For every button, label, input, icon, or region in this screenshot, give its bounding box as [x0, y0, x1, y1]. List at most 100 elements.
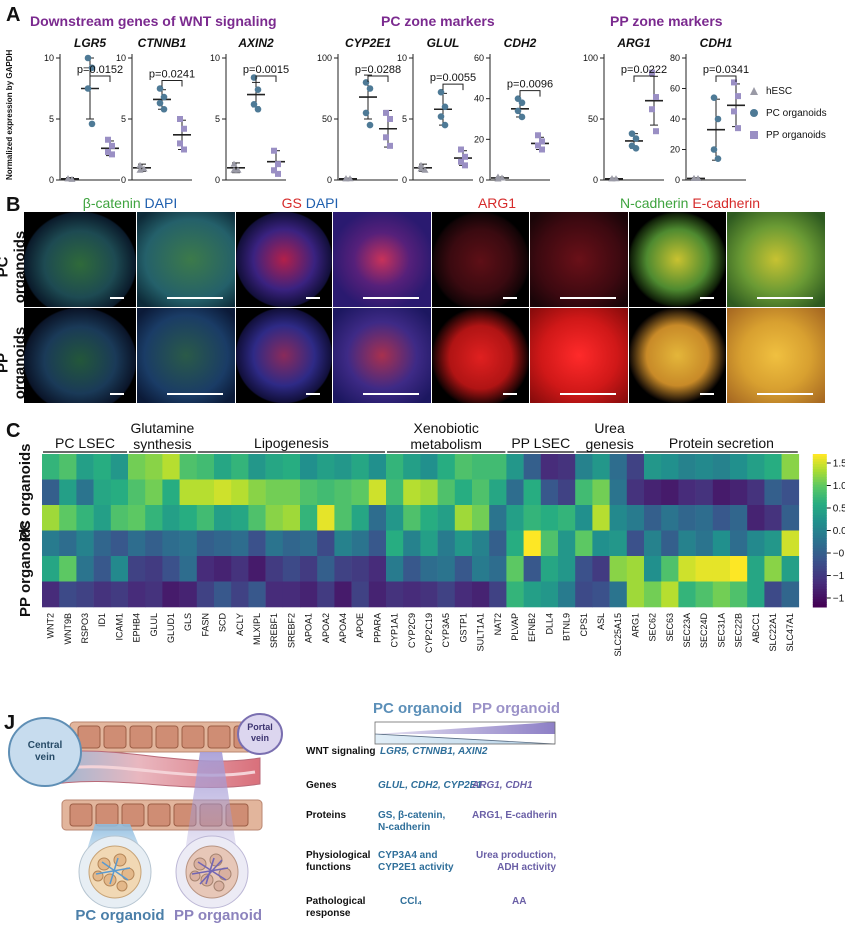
heatmap-cell: [661, 556, 679, 582]
colorbar-segment: [812, 604, 827, 608]
heatmap-cell: [334, 505, 352, 531]
heatmap-cell: [558, 530, 576, 557]
colorbar-segment: [812, 568, 827, 572]
data-point: [441, 121, 449, 129]
data-point: [181, 146, 187, 153]
colorbar-segment: [812, 591, 827, 595]
y-tick-label: 0: [402, 175, 407, 185]
heatmap-cell: [300, 530, 318, 557]
heatmap-cell: [282, 556, 301, 582]
heatmap-cell: [128, 479, 146, 506]
colorbar-tick-label: 0.0: [833, 526, 845, 537]
column-label: FASN: [200, 613, 210, 637]
heatmap-cell: [626, 581, 645, 608]
heatmap-cell: [489, 505, 507, 531]
summary-pc-value: CCl₄: [400, 896, 422, 907]
colorbar-segment: [812, 535, 827, 539]
column-label: SLC25A15: [613, 613, 623, 657]
summary-pp-value: Urea production, ADH activity: [475, 850, 556, 873]
colorbar-segment: [812, 464, 827, 468]
heatmap-cell: [575, 479, 593, 506]
heatmap-cell: [781, 505, 800, 531]
y-tick-label: 10: [397, 53, 407, 63]
chart-title: ARG1: [616, 36, 651, 50]
y-tick-label: 10: [44, 53, 54, 63]
colorbar-segment: [812, 556, 827, 560]
b-stain-label: E-cadherin: [688, 195, 761, 211]
column-label: SEC31A: [716, 613, 726, 648]
column-label: SEC63: [665, 613, 675, 642]
legend-label: PC organoids: [766, 107, 827, 119]
header-pp-organoid: PP organoid: [472, 700, 561, 717]
colorbar-segment: [812, 494, 827, 498]
data-point: [387, 142, 393, 149]
portal-vein: [237, 713, 283, 755]
p-value-label: p=0.0341: [703, 64, 749, 76]
heatmap-cell: [282, 581, 301, 608]
heatmap-cell: [386, 454, 404, 480]
heatmap-cell: [420, 530, 438, 557]
heatmap-cell: [110, 530, 129, 557]
heatmap-cell: [695, 530, 714, 557]
column-group-label: Lipogenesis: [254, 435, 329, 451]
row-group-label: PC organoids: [17, 443, 34, 541]
micrograph-tile: [432, 212, 529, 307]
data-point: [230, 160, 238, 167]
heatmap-cell: [420, 581, 438, 608]
colorbar-segment: [812, 499, 827, 503]
heatmap-cell: [300, 454, 318, 480]
heatmap-cell: [196, 479, 215, 506]
column-label: ARG1: [630, 613, 640, 638]
heatmap-cell: [145, 556, 163, 582]
heatmap-cell: [712, 505, 731, 531]
heatmap-cell: [334, 581, 352, 608]
heatmap-cell: [145, 530, 163, 557]
column-label: APOA4: [338, 613, 348, 643]
micrograph-tile: [24, 308, 136, 403]
heatmap-cell: [437, 505, 456, 531]
column-label: SREBF1: [269, 613, 279, 648]
heatmap-cell: [695, 581, 714, 608]
colorbar-segment: [812, 484, 827, 488]
liver-lobule-diagram: Central vein Portal vein PC organoid PP or…: [8, 713, 283, 924]
heatmap-cell: [179, 556, 198, 582]
y-tick-label: 40: [670, 114, 680, 124]
heatmap-cell: [42, 581, 60, 608]
y-tick-label: 5: [402, 114, 407, 124]
heatmap-cell: [368, 479, 387, 506]
heatmap-cell: [644, 581, 662, 608]
panel-c: PC LSEC Glutamine synthesis Lipogenesis Xeno…: [0, 412, 845, 712]
heatmap-cell: [695, 479, 714, 506]
colorbar-segment: [812, 594, 827, 598]
heatmap-cell: [747, 505, 765, 531]
heatmap-cell: [592, 530, 610, 557]
column-label: EPHB4: [132, 613, 142, 643]
heatmap-cell: [282, 479, 301, 506]
heatmap-cell: [540, 556, 559, 582]
data-point: [417, 165, 425, 172]
summary-pc-value: CYP3A4 and CYP2E1 activity: [378, 850, 454, 873]
heatmap-cell: [42, 505, 60, 531]
b-column-header-2: ARG1: [407, 195, 587, 211]
header-pc-zone: PC zone markers: [381, 13, 495, 29]
chart-title: CDH2: [504, 36, 537, 50]
heatmap-cell: [145, 581, 163, 608]
b-stain-label: β-catenin: [82, 195, 141, 211]
central-vein-label: Central vein: [28, 740, 63, 763]
data-point: [181, 125, 187, 132]
colorbar-segment: [812, 471, 827, 475]
heatmap-cell: [523, 505, 542, 531]
scatter-chart-arg1: ARG1 0 50 100 p=0.0222: [583, 36, 667, 185]
colorbar-segment: [812, 578, 827, 582]
colorbar-segment: [812, 543, 827, 547]
heatmap-cell: [540, 581, 559, 608]
data-point: [437, 113, 445, 120]
data-point: [441, 103, 449, 111]
heatmap-cell: [42, 556, 60, 582]
data-point: [690, 174, 698, 181]
heatmap-cell: [214, 479, 232, 506]
column-label: MLXIPL: [252, 613, 262, 645]
heatmap-cell: [592, 454, 610, 480]
legend-marker-triangle: [750, 87, 758, 95]
summary-pc-value: GLUL, CDH2, CYP2E1: [378, 780, 482, 791]
